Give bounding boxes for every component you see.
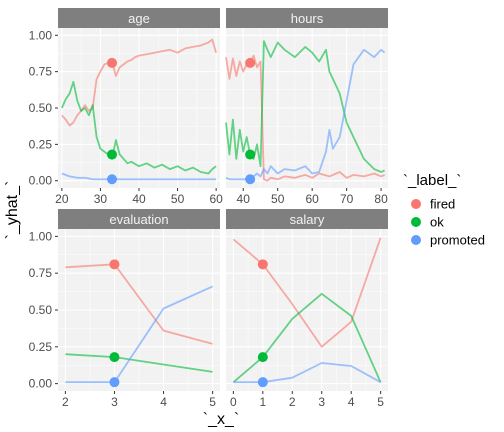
point-fired <box>109 259 120 270</box>
y-tick-label: 0.25 <box>29 137 53 151</box>
x-tick-label: 80 <box>374 192 388 206</box>
x-tick-label: 3 <box>318 395 325 409</box>
x-tick-label: 40 <box>132 192 146 206</box>
panel-evaluation: evaluation 2 3 4 5 0.00 0.25 0.50 0.75 1.00 <box>29 209 220 409</box>
grid <box>58 229 220 391</box>
panel-title: salary <box>290 212 325 227</box>
panel-strip <box>226 209 388 229</box>
series-line-fired <box>232 237 382 348</box>
series-line-fired <box>65 263 213 345</box>
legend-key-fired <box>411 199 421 209</box>
x-tick-label: 60 <box>209 192 223 206</box>
grid <box>226 229 388 391</box>
point-promoted <box>107 174 117 185</box>
series-line-ok <box>65 353 213 373</box>
point-promoted <box>257 377 268 388</box>
panel-title: age <box>128 11 150 26</box>
x-tick-label: 30 <box>94 192 108 206</box>
point-ok <box>109 352 120 363</box>
x-tick-label: 1 <box>259 395 266 409</box>
point-fired <box>107 57 117 68</box>
y-tick-label: 0.25 <box>29 340 53 354</box>
x-tick-label: 3 <box>111 395 118 409</box>
y-tick-label: 0.50 <box>29 303 53 317</box>
series-line-fired <box>225 54 385 182</box>
series-line-ok <box>61 80 217 175</box>
panel-age: age 20 30 40 50 60 0.00 0.25 0.50 0.75 1.00 <box>29 8 223 206</box>
x-tick-label: 0 <box>230 395 237 409</box>
y-tick-label: 0.75 <box>29 65 53 79</box>
x-tick-label: 5 <box>209 395 216 409</box>
series-line-promoted <box>65 285 213 384</box>
legend-label-ok: ok <box>430 215 444 230</box>
x-tick-label: 50 <box>271 192 285 206</box>
y-tick-label: 0.00 <box>29 174 53 188</box>
panel-title: hours <box>291 11 324 26</box>
x-tick-label: 70 <box>340 192 354 206</box>
x-tick-label: 4 <box>348 395 355 409</box>
point-promoted <box>109 377 120 388</box>
y-tick-label: 0.50 <box>29 101 53 115</box>
x-tick-label: 5 <box>377 395 384 409</box>
panel-strip <box>58 209 220 229</box>
series-line-ok <box>225 40 385 173</box>
legend-key-promoted <box>411 235 421 245</box>
panel-hours: hours 40 50 60 70 80 <box>225 8 388 206</box>
panel-salary: salary 0 1 2 3 4 5 <box>226 209 388 409</box>
x-tick-label: 20 <box>55 192 69 206</box>
x-tick-label: 2 <box>289 395 296 409</box>
x-axis-title: `_x_` <box>203 411 239 428</box>
y-tick-label: 0.00 <box>29 377 53 391</box>
y-tick-label: 0.75 <box>29 266 53 280</box>
point-ok <box>257 352 268 363</box>
panel-title: evaluation <box>109 212 168 227</box>
x-tick-label: 50 <box>171 192 185 206</box>
x-tick-label: 4 <box>160 395 167 409</box>
y-tick-label: 1.00 <box>29 229 53 243</box>
grid <box>58 28 220 188</box>
x-tick-label: 40 <box>237 192 251 206</box>
point-fired <box>257 259 268 270</box>
point-ok <box>107 149 117 160</box>
y-axis-title: `_yhat_` <box>4 181 21 240</box>
panel-strip <box>58 8 220 28</box>
y-tick-label: 1.00 <box>29 28 53 42</box>
legend-label-promoted: promoted <box>430 233 485 248</box>
legend-key-ok <box>411 217 421 227</box>
legend-label-fired: fired <box>430 197 455 212</box>
legend-title: `_label_` <box>403 172 461 189</box>
grid <box>226 28 388 188</box>
point-promoted <box>245 174 256 185</box>
point-fired <box>245 57 256 68</box>
series-line-ok <box>232 292 382 383</box>
point-ok <box>245 149 256 160</box>
legend: `_label_` fired ok promoted <box>403 172 485 248</box>
panel-strip <box>226 8 388 28</box>
x-tick-label: 2 <box>62 395 69 409</box>
x-tick-label: 60 <box>305 192 319 206</box>
